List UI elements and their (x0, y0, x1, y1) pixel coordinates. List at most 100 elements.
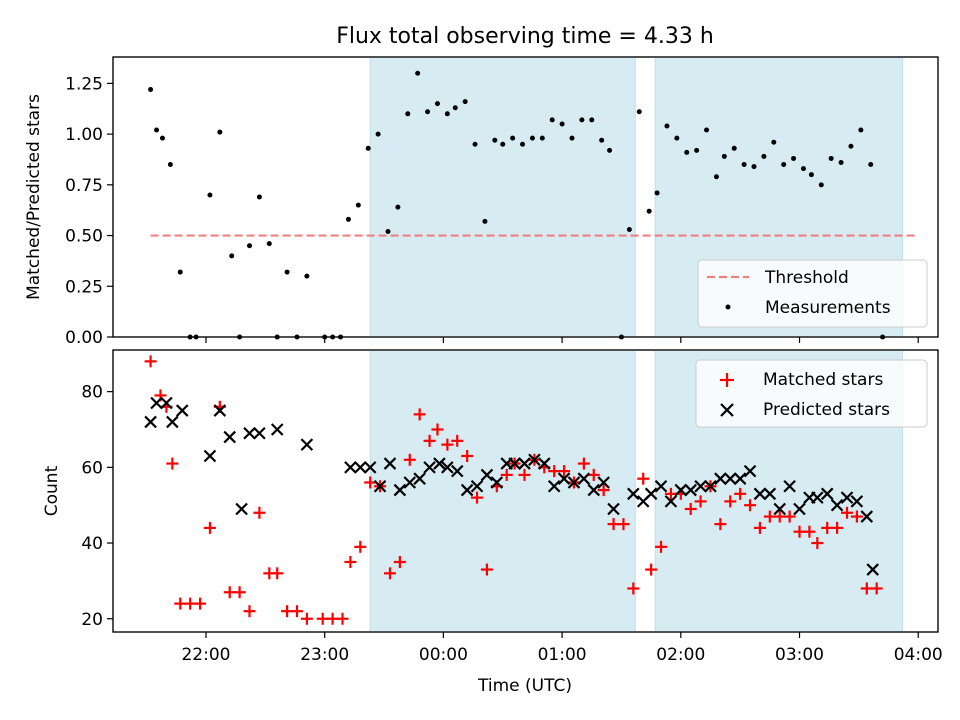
x-b (733, 472, 747, 485)
measurement-point (636, 109, 642, 115)
x-b (753, 487, 767, 501)
measurements-legend-label: Measurements (765, 298, 891, 318)
matched-star-point (655, 540, 668, 553)
bottom-plot-yticks: 20 40 60 80 (81, 383, 113, 630)
x-tick-label: 03:00 (775, 645, 824, 665)
matched-star-point (870, 582, 883, 595)
bottom-plot-points (144, 355, 883, 625)
predicted-legend-label: Predicted stars (763, 400, 890, 420)
matched-star-point (850, 510, 863, 523)
y-tick-label: 60 (81, 458, 103, 478)
x-tick-label: 00:00 (419, 645, 468, 665)
matched-star-point (336, 612, 349, 625)
matched-star-point (577, 457, 590, 470)
predicted-star-point (363, 461, 377, 474)
bottom-plot-xlabel: Time (UTC) (477, 676, 572, 696)
predicted-star-point (773, 502, 787, 516)
measurement-point (539, 135, 545, 141)
y-tick-label: 0.75 (65, 176, 103, 196)
x-b (538, 457, 551, 470)
measurement-point (731, 145, 737, 151)
x-b (160, 396, 173, 410)
measurement-point (848, 143, 854, 149)
matched-star-point (684, 502, 697, 515)
y-tick-label: 0.25 (65, 277, 103, 297)
measurement-point (462, 99, 468, 105)
predicted-star-point (270, 423, 284, 436)
matched-star-point (714, 518, 727, 531)
predicted-star-point (743, 464, 757, 478)
matched-star-point (471, 491, 484, 504)
predicted-star-point (860, 510, 874, 523)
measurement-point (684, 149, 690, 155)
x-b (763, 487, 777, 501)
matched-star-point (461, 449, 474, 462)
predicted-star-point (664, 495, 678, 508)
matched-star-point (441, 438, 454, 451)
matched-star-point (166, 457, 179, 470)
matched-star-point (144, 355, 157, 368)
x-b (830, 498, 844, 512)
top-legend: Threshold Measurements (697, 259, 928, 328)
x-b (393, 483, 407, 497)
x-b (150, 396, 163, 410)
measurement-point (607, 147, 613, 153)
predicted-star-point (607, 502, 620, 516)
x-b (627, 487, 640, 501)
predicted-star-point (538, 457, 551, 470)
predicted-legend-swatch (720, 403, 734, 417)
measurement-point (217, 129, 223, 135)
predicted-star-point (243, 426, 256, 440)
x-b (441, 461, 454, 474)
top-chart-title: Flux total observing time = 4.33 h (336, 24, 714, 49)
measurement-point (654, 190, 660, 196)
x-b (664, 495, 678, 508)
measurement-point (868, 162, 874, 168)
x-tick-label: 01:00 (538, 645, 587, 665)
x-b (793, 502, 806, 516)
measurement-point (167, 162, 173, 168)
x-tick-label: 22:00 (181, 645, 230, 665)
predicted-star-point (518, 457, 531, 470)
x-b (166, 415, 179, 429)
predicted-star-point (577, 472, 591, 485)
x-b (403, 476, 417, 489)
x-b (850, 495, 864, 508)
matched-star-point (617, 518, 630, 531)
measurement-point (415, 70, 421, 76)
x-b (383, 457, 397, 470)
predicted-star-point (753, 487, 767, 501)
matched-star-point (413, 408, 426, 421)
x-b (743, 464, 757, 478)
x-b (607, 502, 620, 516)
shaded-region (369, 349, 636, 633)
matched-star-point (431, 423, 444, 436)
matched-star-point (480, 563, 493, 576)
predicted-star-point (587, 483, 601, 497)
measurement-point (492, 137, 498, 143)
predicted-star-point (820, 487, 834, 501)
measurement-point (355, 202, 361, 208)
measurement-point (207, 192, 213, 198)
predicted-star-point (300, 438, 314, 451)
predicted-star-point (150, 396, 163, 410)
predicted-star-point (480, 468, 494, 482)
x-b (144, 415, 157, 429)
x-b (587, 483, 601, 497)
x-b (450, 464, 464, 478)
x-b (577, 472, 591, 485)
matched-legend-label: Matched stars (763, 370, 883, 390)
measurement-point (579, 117, 585, 123)
y-tick-label: 40 (81, 534, 103, 554)
matched-star-point (637, 472, 650, 485)
predicted-star-point (490, 476, 504, 489)
x-b (518, 457, 531, 470)
measurement-point (549, 117, 555, 123)
x-b (213, 404, 227, 417)
predicted-star-point (383, 457, 397, 470)
y-tick-label: 20 (81, 610, 103, 630)
predicted-star-point (344, 461, 357, 474)
measurement-point (808, 172, 814, 178)
predicted-star-point (830, 498, 844, 512)
